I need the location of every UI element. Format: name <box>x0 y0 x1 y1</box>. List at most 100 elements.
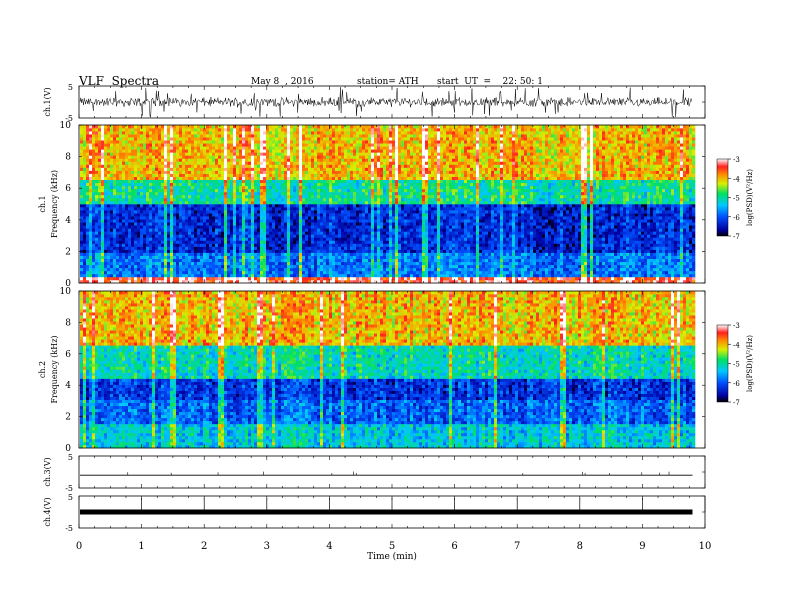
ch1-spectrogram-cell <box>299 250 302 253</box>
ch1-spectrogram-cell <box>344 192 347 195</box>
ch1-spectrogram-cell <box>257 155 260 158</box>
ch1-spectrogram-cell <box>80 244 83 247</box>
ch1-spectrogram-cell <box>167 265 170 268</box>
ch1-spectrogram-cell <box>314 143 317 146</box>
ch1-spectrogram-cell <box>161 216 164 219</box>
ch1-spectrogram-cell <box>254 186 257 189</box>
ch1-spectrogram-cell <box>191 140 194 143</box>
ch1-spectrogram-cell <box>347 146 350 149</box>
ch1-spectrogram-cell <box>332 250 335 253</box>
ch1-spectrogram-cell <box>266 180 269 183</box>
ch1-spectrogram-cell <box>245 125 248 128</box>
ch1-spectrogram-cell <box>326 180 329 183</box>
ch1-spectrogram-cell <box>149 222 152 225</box>
ch1-spectrogram-cell <box>248 216 251 219</box>
ch1-spectrogram-cell <box>224 195 227 198</box>
ch1-spectrogram-cell <box>287 225 290 228</box>
ch1-spectrogram-cell <box>257 247 260 250</box>
ch1-spectrogram-cell <box>179 219 182 222</box>
ch1-spectrogram-cell <box>113 186 116 189</box>
ch1-spectrogram-cell <box>320 143 323 146</box>
ch1-spectrogram-cell <box>293 240 296 243</box>
ch1-spectrogram-cell <box>293 174 296 177</box>
ch1-spectrogram-cell <box>275 219 278 222</box>
ch1-spectrogram-cell <box>359 253 362 256</box>
ch1-spectrogram-cell <box>83 225 86 228</box>
ch1-spectrogram-cell <box>254 155 257 158</box>
ch1-spectrogram-cell <box>260 262 263 265</box>
ch1-spectrogram-cell <box>242 277 245 280</box>
ch1-spectrogram-cell <box>227 271 230 274</box>
ch1-spectrogram-cell <box>149 259 152 262</box>
ch1-spectrogram-cell <box>290 247 293 250</box>
ch1-spectrogram-cell <box>98 177 101 180</box>
ch1-spectrogram-cell <box>206 180 209 183</box>
ch1-spectrogram-cell <box>296 268 299 271</box>
ch1-spectrogram-cell <box>254 137 257 140</box>
ch1-spectrogram-cell <box>314 216 317 219</box>
ch1-spectrogram-cell <box>236 265 239 268</box>
ch1-spectrogram-cell <box>89 189 92 192</box>
ch1-spectrogram-cell <box>233 149 236 152</box>
ch1-spectrogram-cell <box>224 228 227 231</box>
ch1-spectrogram-cell <box>176 274 179 277</box>
ch1-spectrogram-cell <box>242 253 245 256</box>
ch1-spectrogram-cell <box>131 231 134 234</box>
ch1-spectrogram-cell <box>329 174 332 177</box>
ch1-spectrogram-cell <box>188 165 191 168</box>
ch1-spectrogram-cell <box>131 256 134 259</box>
ch1-spectrogram-cell <box>248 189 251 192</box>
ch1-spectrogram-cell <box>149 180 152 183</box>
ch1-spectrogram-cell <box>209 140 212 143</box>
ch1-spectrogram-cell <box>296 143 299 146</box>
ch1-spectrogram-cell <box>86 143 89 146</box>
ch1-spectrogram-cell <box>224 128 227 131</box>
ch1-spectrogram-cell <box>239 219 242 222</box>
ch1-spectrogram-cell <box>236 222 239 225</box>
ch1-spectrogram-cell <box>269 216 272 219</box>
ch1-spectrogram-cell <box>122 253 125 256</box>
ch1-spectrogram-cell <box>164 262 167 265</box>
ch1-spectrogram-cell <box>143 168 146 171</box>
ch1-spectrogram-cell <box>239 244 242 247</box>
ch1-spectrogram-cell <box>302 143 305 146</box>
ch1-spectrogram-cell <box>251 277 254 280</box>
ch1-spectrogram-cell <box>290 222 293 225</box>
ch1-spectrogram-cell <box>260 222 263 225</box>
ch1-spectrogram-cell <box>356 168 359 171</box>
ch1-spectrogram-cell <box>191 201 194 204</box>
ch1-spectrogram-cell <box>233 171 236 174</box>
ch1-spectrogram-cell <box>86 125 89 128</box>
ch1-spectrogram-cell <box>356 155 359 158</box>
ch1-spectrogram-cell <box>92 210 95 213</box>
ch1-spectrogram-cell <box>233 259 236 262</box>
ch1-spectrogram-cell <box>218 171 221 174</box>
ch1-spectrogram-cell <box>215 186 218 189</box>
ch1-spectrogram-cell <box>329 168 332 171</box>
ch1-spectrogram-cell <box>290 152 293 155</box>
ch1-spectrogram-cell <box>221 234 224 237</box>
ch1-spectrogram-cell <box>317 222 320 225</box>
ch1-spectrogram-cell <box>182 247 185 250</box>
ch1-spectrogram-cell <box>347 271 350 274</box>
ch1-spectrogram-cell <box>284 140 287 143</box>
ch1-spectrogram-cell <box>137 165 140 168</box>
ch1-spectrogram-cell <box>182 262 185 265</box>
ch1-spectrogram-cell <box>200 259 203 262</box>
ch1-spectrogram-cell <box>218 277 221 280</box>
ch1-spectrogram-cell <box>119 213 122 216</box>
ch1-spectrogram-cell <box>293 228 296 231</box>
ch1-spectrogram-cell <box>161 250 164 253</box>
ch1-spectrogram-cell <box>320 180 323 183</box>
ch1-spectrogram-cell <box>281 213 284 216</box>
ch1-spectrogram-cell <box>203 271 206 274</box>
ch1-spectrogram-cell <box>341 137 344 140</box>
ch1-spectrogram-cell <box>203 192 206 195</box>
ch1-spectrogram-cell <box>338 131 341 134</box>
ch1-spectrogram-cell <box>236 253 239 256</box>
ch1-spectrogram-cell <box>242 143 245 146</box>
ch1-spectrogram-cell <box>80 253 83 256</box>
ch1-spectrogram-cell <box>209 165 212 168</box>
ch1-spectrogram-cell <box>305 177 308 180</box>
ch1-spectrogram-cell <box>200 244 203 247</box>
